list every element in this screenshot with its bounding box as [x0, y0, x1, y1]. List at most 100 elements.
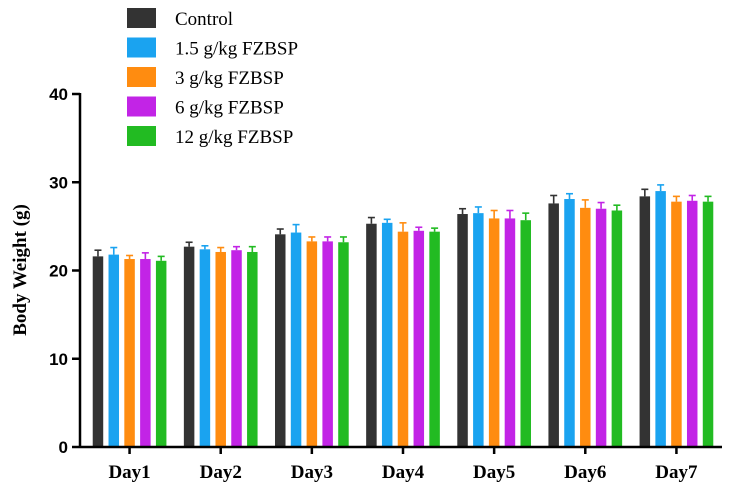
bar-day3-series-1: [275, 234, 286, 447]
error-bar: [110, 246, 118, 255]
bar-day7-series-3: [671, 201, 682, 447]
legend-swatch: [127, 67, 156, 87]
bar-day5-series-4: [504, 218, 516, 447]
bar-day4-series-3: [397, 231, 409, 447]
legend-swatch: [127, 8, 156, 28]
error-bar: [431, 227, 439, 232]
bar-day1-series-3: [124, 259, 135, 447]
error-bar: [276, 228, 284, 235]
bar-day6-series-5: [611, 210, 623, 447]
legend-label: 6 g/kg FZBSP: [175, 98, 284, 119]
legend-swatch: [127, 126, 156, 146]
bars: [92, 184, 714, 447]
legend-item: 3 g/kg FZBSP: [127, 67, 284, 89]
legend-swatch: [127, 96, 156, 117]
bar-day7-series-5: [702, 201, 714, 447]
legend-item: Control: [127, 8, 233, 30]
error-bar: [613, 204, 621, 211]
error-bar: [506, 209, 514, 219]
error-bar: [522, 212, 530, 221]
x-tick-label: Day2: [200, 462, 242, 483]
bar-day6-series-1: [548, 203, 559, 447]
bar-day4-series-1: [366, 223, 377, 447]
error-bar: [565, 192, 573, 200]
bar-day5-series-5: [520, 220, 531, 447]
x-axis: Day1 Day2 Day3 Day4 Day5 Day6 Day7: [80, 445, 722, 483]
bar-day2-series-3: [215, 251, 226, 447]
error-bar: [459, 207, 467, 215]
bar-day6-series-2: [564, 199, 575, 447]
bar-day3-series-3: [306, 241, 318, 447]
error-bar: [141, 252, 149, 260]
legend: Control 1.5 g/kg FZBSP 3 g/kg FZBSP 6 g/kg …: [127, 8, 298, 148]
error-bar: [324, 236, 332, 242]
y-axis-title: Body Weight (g): [10, 204, 31, 336]
bar-day2-series-1: [183, 246, 195, 447]
bar-day7-series-2: [655, 191, 666, 447]
x-tick-label: Day1: [108, 462, 150, 483]
error-bar: [415, 226, 423, 231]
error-bar: [490, 209, 498, 219]
x-tick-label: Day5: [473, 462, 515, 483]
x-tick-label: Day4: [382, 462, 425, 483]
error-bar: [641, 188, 649, 197]
error-bar: [233, 245, 241, 251]
error-bar: [94, 249, 102, 257]
y-tick-label: 20: [49, 262, 68, 281]
legend-item: 1.5 g/kg FZBSP: [127, 37, 298, 60]
error-bar: [657, 184, 665, 192]
bar-day4-series-2: [381, 222, 393, 447]
legend-label: 1.5 g/kg FZBSP: [175, 39, 298, 60]
bar-day1-series-4: [140, 259, 151, 447]
legend-label: Control: [175, 9, 233, 30]
error-bar: [688, 194, 696, 201]
bar-day1-series-1: [92, 256, 104, 447]
y-axis: 0 10 20 30 40: [49, 85, 82, 457]
bar-day6-series-4: [595, 208, 607, 447]
error-bar: [550, 194, 558, 204]
y-tick-label: 40: [49, 85, 68, 104]
x-tick-label: Day6: [564, 462, 606, 483]
x-tick-label: Day7: [655, 462, 698, 483]
bar-day2-series-5: [247, 251, 258, 447]
bar-day1-series-5: [155, 260, 167, 447]
bar-day6-series-3: [580, 207, 591, 447]
bar-day4-series-5: [429, 231, 440, 447]
error-bar: [474, 206, 482, 214]
x-tick-label: Day3: [291, 462, 333, 483]
error-bar: [367, 216, 375, 224]
y-tick-label: 10: [49, 350, 68, 369]
error-bar: [126, 254, 134, 260]
legend-label: 3 g/kg FZBSP: [175, 68, 284, 89]
bar-day5-series-3: [488, 218, 500, 447]
error-bar: [597, 201, 605, 209]
bar-day3-series-4: [322, 241, 333, 447]
bar-day3-series-5: [338, 242, 349, 447]
error-bar: [672, 195, 680, 202]
error-bar: [581, 199, 589, 208]
error-bar: [308, 236, 316, 242]
error-bar: [292, 223, 300, 233]
legend-swatch: [127, 37, 156, 58]
bar-day3-series-2: [290, 232, 302, 447]
bar-day7-series-1: [639, 196, 651, 447]
error-bar: [399, 222, 407, 232]
bar-day5-series-2: [473, 213, 484, 447]
bar-day4-series-4: [413, 230, 425, 447]
y-tick-label: 0: [59, 438, 68, 457]
bar-day7-series-4: [686, 200, 698, 447]
bar-day5-series-1: [457, 214, 468, 447]
error-bar: [157, 255, 165, 261]
error-bar: [185, 241, 193, 247]
bar-day2-series-2: [199, 249, 211, 447]
bar-day1-series-2: [108, 254, 120, 447]
error-bar: [383, 218, 391, 223]
error-bar: [217, 246, 225, 252]
error-bar: [248, 245, 256, 252]
error-bar: [704, 195, 712, 202]
bar-day2-series-4: [231, 250, 242, 447]
error-bar: [201, 244, 209, 250]
y-tick-label: 30: [49, 173, 68, 192]
error-bar: [339, 236, 347, 243]
